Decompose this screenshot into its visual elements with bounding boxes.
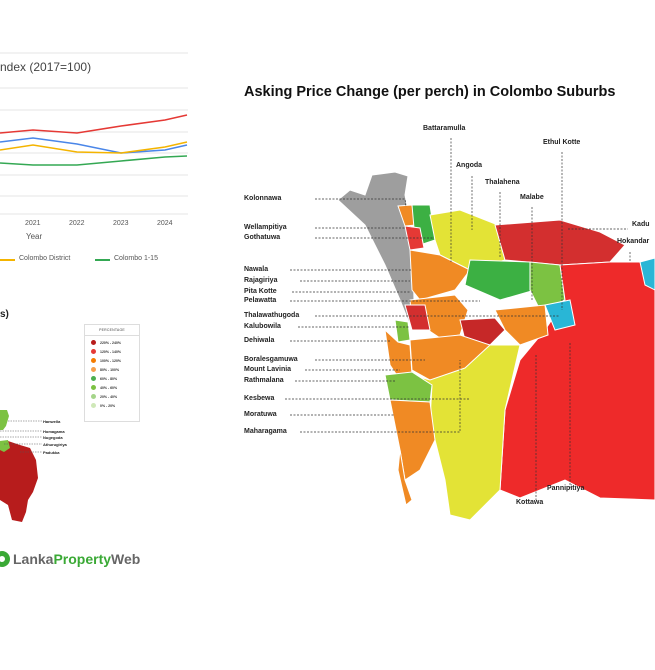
series-line-1: [0, 137, 188, 154]
legend-dot: [91, 376, 96, 381]
legend-colombo-district: Colombo District: [19, 255, 71, 262]
map-label: Rathmalana: [244, 377, 284, 384]
legend-dot: [91, 385, 96, 390]
line-chart: [0, 52, 188, 215]
map-label: Hokandar: [617, 238, 650, 245]
legend-item: 60% - 80%: [91, 376, 139, 381]
region-rajagiriya: [409, 249, 471, 301]
map-label: Nawala: [244, 266, 269, 273]
region-malabe: [464, 259, 536, 301]
map-region: [0, 441, 38, 522]
series-line-2: [0, 141, 188, 154]
legend-swatch-colombo-district: [0, 259, 15, 261]
logo-text-web: Web: [111, 551, 141, 567]
legend-label: 40% - 60%: [100, 385, 118, 390]
map-label: Padukka: [43, 450, 60, 455]
map-label: Hanwella: [43, 419, 61, 424]
legend-item: 100% - 120%: [91, 358, 139, 363]
map-label: Pelawatta: [244, 297, 277, 304]
region-hokandara: [544, 299, 576, 331]
map-label: Gothatuwa: [244, 234, 281, 241]
x-tick: 2022: [69, 220, 85, 227]
region-ethul-kotte: [494, 219, 626, 266]
x-tick: 2023: [113, 220, 129, 227]
map-label: Kottawa: [516, 499, 544, 506]
x-axis-label: Year: [26, 232, 43, 241]
legend-dot: [91, 349, 96, 354]
legend-title: PERCENTAGE: [85, 325, 139, 336]
map-label: Homagama: [43, 429, 65, 434]
legend-item: 220% - 240%: [91, 340, 139, 345]
map-label: Ethul Kotte: [543, 139, 581, 146]
map-label: Nugegoda: [43, 435, 63, 440]
legend-label: 220% - 240%: [100, 340, 122, 345]
series-line-3: [0, 155, 188, 166]
legend-label: 60% - 80%: [100, 376, 118, 381]
map-label: Moratuwa: [244, 411, 277, 418]
logo-text-property: Property: [53, 551, 112, 567]
logo-icon: [0, 551, 10, 567]
lankapropertyweb-logo: Lanka Property Web: [0, 551, 140, 567]
map-label: Kolonnawa: [244, 195, 282, 202]
map-label: Angoda: [456, 162, 483, 169]
map-label: Malabe: [520, 194, 544, 201]
map-region: [0, 440, 10, 452]
region-moratuwa: [389, 399, 436, 481]
chart-title: ndex (2017=100): [0, 60, 92, 74]
region-pita-kotte: [404, 304, 431, 331]
map-label: Wellampitiya: [244, 224, 287, 231]
left-map: [0, 410, 42, 522]
percentage-legend: PERCENTAGE 220% - 240% 120% - 140% 100% - …: [84, 324, 140, 422]
region-moratuwa-coast: [397, 449, 413, 506]
legend-item: 0% - 20%: [91, 403, 139, 408]
map-title: Asking Price Change (per perch) in Colom…: [244, 84, 616, 100]
legend-item: 40% - 60%: [91, 385, 139, 390]
legend-label: 80% - 100%: [100, 367, 120, 372]
partial-title: s): [0, 309, 9, 320]
region-kalubowila: [394, 319, 411, 343]
legend-item: 80% - 100%: [91, 367, 139, 372]
map-label: Battaramulla: [423, 125, 466, 132]
map-label: Dehiwala: [244, 337, 275, 344]
map-label: Mount Lavinia: [244, 366, 292, 373]
map-region: [0, 410, 9, 430]
map-label: Boralesgamuwa: [244, 356, 298, 363]
map-label: Athurugiriya: [43, 442, 67, 447]
x-tick: 2024: [157, 220, 173, 227]
region-thalawathugoda: [494, 304, 549, 346]
region-colombo: [337, 171, 415, 327]
map-label: Kesbewa: [244, 395, 275, 402]
legend-dot: [91, 340, 96, 345]
map-label: Maharagama: [244, 428, 287, 435]
legend-label: 100% - 120%: [100, 358, 122, 363]
region-rathmalana: [384, 371, 433, 403]
legend-label: 20% - 40%: [100, 394, 118, 399]
legend-label: 0% - 20%: [100, 403, 116, 408]
series-line-0: [0, 114, 188, 134]
map-label: Kadu: [632, 221, 650, 228]
legend-item: 120% - 140%: [91, 349, 139, 354]
legend-item: 20% - 40%: [91, 394, 139, 399]
logo-text-lanka: Lanka: [13, 551, 54, 567]
legend-label: 120% - 140%: [100, 349, 122, 354]
legend-dot: [91, 367, 96, 372]
region-hokandara-east: [639, 257, 655, 291]
map-label: Pannipitiya: [547, 485, 585, 492]
legend-dot: [91, 403, 96, 408]
map-label: Kalubowila: [244, 323, 281, 330]
map-label: Thalahena: [485, 179, 520, 186]
legend-swatch-colombo-1-15: [95, 259, 110, 261]
x-tick: 2021: [25, 220, 41, 227]
legend-colombo-1-15: Colombo 1-15: [114, 255, 158, 262]
region-kaduwela: [499, 261, 655, 501]
map-label: Thalawathugoda: [244, 312, 300, 319]
legend-dot: [91, 394, 96, 399]
legend-dot: [91, 358, 96, 363]
map-label: Pita Kotte: [244, 288, 277, 295]
map-label: Rajagiriya: [244, 277, 278, 284]
